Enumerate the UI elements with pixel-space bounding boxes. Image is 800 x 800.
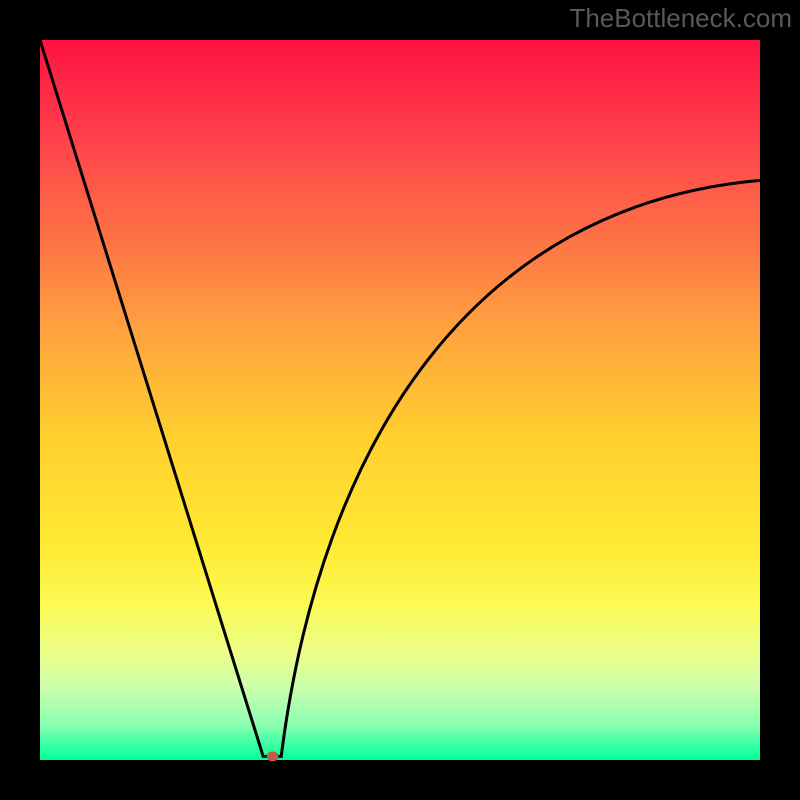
bottleneck-chart: TheBottleneck.com [0,0,800,800]
watermark-text: TheBottleneck.com [569,3,792,33]
optimal-point-marker [267,751,279,761]
